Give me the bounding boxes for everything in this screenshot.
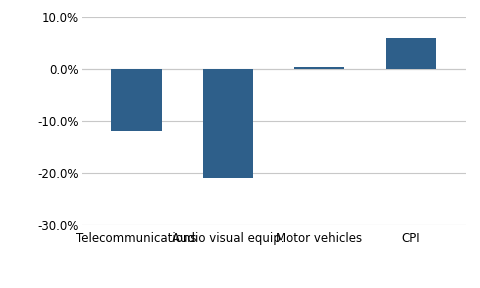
- Bar: [111, 69, 162, 131]
- Bar: [385, 38, 436, 69]
- Bar: [294, 67, 345, 69]
- Bar: [203, 69, 253, 178]
